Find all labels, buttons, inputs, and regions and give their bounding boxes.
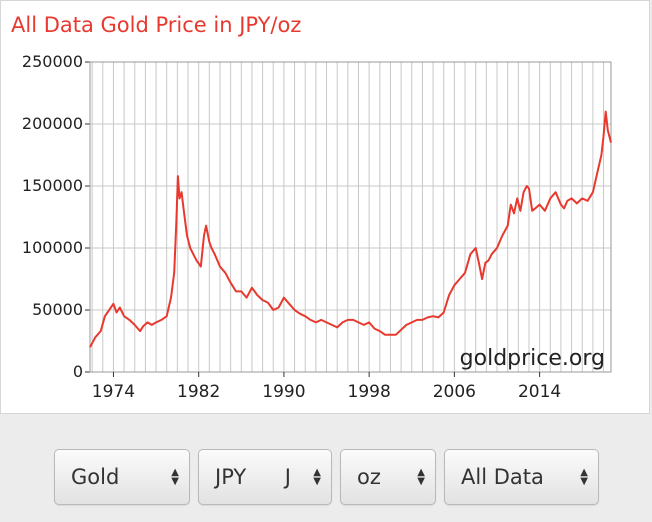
chart-panel: All Data Gold Price in JPY/oz 0 50000 1000… (0, 0, 650, 414)
metal-select[interactable]: Gold ▲ ▼ (54, 449, 190, 505)
gold-price-chart: 0 50000 100000 150000 200000 250000 1974 1982 19… (22, 52, 612, 402)
currency-select[interactable]: JPY J ▲ ▼ (198, 449, 332, 505)
x-tick-label: 1998 (348, 382, 391, 402)
series-line (89, 110, 612, 348)
y-tick-label: 250000 (22, 52, 83, 71)
grid-layer (90, 61, 611, 373)
select-arrows-icon: ▲ ▼ (580, 467, 588, 487)
select-arrows-icon: ▲ ▼ (313, 467, 321, 487)
y-tick-label: 150000 (22, 176, 83, 195)
y-tick-label: 50000 (32, 300, 83, 319)
chart-controls: Gold ▲ ▼ JPY J ▲ ▼ oz ▲ ▼ All Data ▲ ▼ (54, 449, 599, 505)
y-tick-label: 0 (73, 362, 83, 381)
select-arrows-icon: ▲ ▼ (171, 467, 179, 487)
x-tick-label: 2014 (518, 382, 561, 402)
line-layer (89, 110, 612, 348)
watermark: goldprice.org (460, 346, 605, 371)
y-tick-label: 200000 (22, 114, 83, 133)
currency-select-symbol: J (284, 465, 291, 489)
x-tick-label: 2006 (433, 382, 476, 402)
select-arrows-icon: ▲ ▼ (417, 467, 425, 487)
x-tick-label: 1974 (92, 382, 135, 402)
range-select-value: All Data (461, 465, 544, 489)
x-tick-label: 1982 (177, 382, 220, 402)
x-tick-label: 1990 (262, 382, 305, 402)
chart-title: All Data Gold Price in JPY/oz (11, 13, 302, 37)
currency-select-value: JPY (215, 465, 247, 489)
plot-frame (89, 61, 612, 373)
range-select[interactable]: All Data ▲ ▼ (444, 449, 599, 505)
y-tick-label: 100000 (22, 238, 83, 257)
metal-select-value: Gold (71, 465, 120, 489)
axis-layer: 0 50000 100000 150000 200000 250000 1974 1982 19… (22, 52, 612, 402)
unit-select[interactable]: oz ▲ ▼ (340, 449, 436, 505)
unit-select-value: oz (357, 465, 381, 489)
